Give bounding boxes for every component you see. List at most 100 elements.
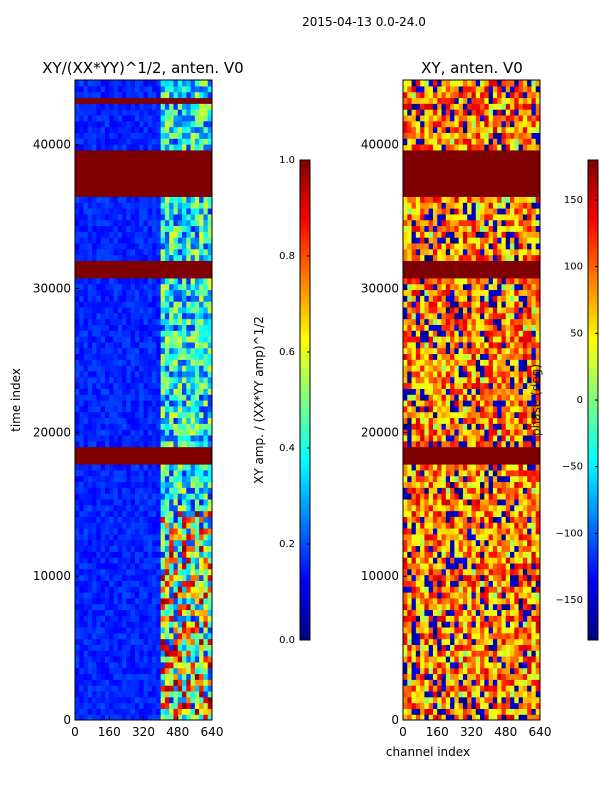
heatmap-cell	[475, 632, 481, 640]
heatmap-cell	[510, 493, 515, 500]
heatmap-cell	[100, 551, 106, 558]
heatmap-cell	[147, 388, 153, 395]
heatmap-cell	[203, 464, 209, 471]
heatmap-cell	[177, 423, 183, 430]
heatmap-cell	[134, 126, 140, 133]
heatmap-cell	[139, 365, 145, 372]
heatmap-cell	[403, 592, 408, 599]
heatmap-cell	[182, 231, 187, 238]
heatmap-cell	[199, 661, 205, 669]
heatmap-cell	[143, 219, 149, 227]
heatmap-cell	[194, 504, 200, 512]
heatmap-cell	[79, 533, 85, 541]
heatmap-cell	[156, 504, 162, 512]
heatmap-cell	[454, 481, 460, 488]
heatmap-cell	[109, 254, 115, 261]
heatmap-cell	[186, 557, 192, 564]
heatmap-cell	[113, 708, 119, 715]
heatmap-cell	[109, 609, 115, 616]
heatmap-cell	[458, 673, 464, 680]
heatmap-cell	[424, 708, 430, 715]
heatmap-cell	[411, 673, 417, 680]
heatmap-cell	[75, 528, 80, 535]
heatmap-cell	[186, 562, 192, 570]
heatmap-cell	[130, 213, 136, 221]
heatmap-cell	[104, 248, 110, 256]
heatmap-cell	[510, 411, 515, 419]
heatmap-cell	[87, 493, 93, 500]
heatmap-cell	[164, 237, 170, 244]
heatmap-cell	[109, 528, 115, 535]
heatmap-cell	[156, 301, 162, 308]
heatmap-cell	[147, 551, 153, 558]
heatmap-cell	[177, 609, 183, 616]
heatmap-cell	[199, 347, 205, 355]
heatmap-cell	[169, 661, 175, 669]
heatmap-cell	[475, 464, 481, 471]
heatmap-cell	[462, 533, 468, 541]
heatmap-cell	[134, 615, 140, 622]
heatmap-cell	[96, 574, 102, 581]
heatmap-cell	[518, 562, 524, 570]
heatmap-cell	[156, 318, 162, 325]
heatmap-cell	[130, 464, 136, 471]
heatmap-cell	[437, 528, 443, 535]
heatmap-cell	[510, 434, 515, 442]
heatmap-cell	[411, 493, 417, 500]
heatmap-cell	[454, 522, 460, 529]
heatmap-cell	[471, 533, 477, 541]
heatmap-cell	[152, 405, 157, 413]
heatmap-cell	[415, 568, 421, 576]
heatmap-cell	[117, 336, 123, 343]
heatmap-cell	[134, 516, 140, 523]
heatmap-cell	[186, 376, 192, 384]
left-x-tick-label: 0	[71, 725, 79, 739]
left-colorbar-label: XY amp. / (XX*YY amp)^1/2	[252, 316, 266, 484]
heatmap-cell	[467, 370, 473, 378]
heatmap-cell	[194, 85, 200, 93]
heatmap-cell	[411, 434, 417, 442]
heatmap-cell	[415, 528, 421, 535]
heatmap-cell	[514, 621, 520, 628]
heatmap-cell	[117, 545, 123, 552]
heatmap-cell	[134, 132, 140, 139]
heatmap-cell	[92, 533, 98, 541]
heatmap-cell	[531, 504, 537, 512]
heatmap-cell	[199, 365, 205, 372]
heatmap-cell	[100, 667, 106, 675]
heatmap-cell	[87, 522, 93, 529]
heatmap-cell	[104, 597, 110, 605]
heatmap-cell	[437, 673, 443, 680]
heatmap-cell	[130, 202, 136, 209]
heatmap-cell	[403, 644, 408, 651]
heatmap-cell	[415, 667, 421, 675]
heatmap-cell	[169, 365, 175, 372]
heatmap-cell	[432, 592, 438, 599]
heatmap-cell	[497, 696, 503, 704]
heatmap-cell	[130, 516, 136, 523]
heatmap-cell	[104, 312, 110, 320]
heatmap-cell	[450, 522, 455, 529]
heatmap-cell	[207, 324, 212, 331]
heatmap-cell	[83, 353, 89, 360]
heatmap-cell	[75, 225, 80, 232]
heatmap-cell	[514, 592, 520, 599]
heatmap-cell	[480, 615, 485, 622]
heatmap-cell	[152, 498, 157, 506]
heatmap-cell	[488, 423, 494, 430]
heatmap-cell	[87, 324, 93, 331]
heatmap-cell	[514, 557, 520, 564]
heatmap-cell	[207, 144, 212, 151]
heatmap-cell	[96, 592, 102, 599]
heatmap-cell	[156, 283, 162, 291]
heatmap-cell	[488, 498, 494, 506]
heatmap-cell	[177, 114, 183, 122]
heatmap-cell	[199, 330, 205, 337]
heatmap-cell	[100, 568, 106, 576]
heatmap-cell	[75, 592, 80, 599]
heatmap-cell	[194, 510, 200, 517]
heatmap-cell	[194, 673, 200, 680]
heatmap-cell	[173, 324, 179, 331]
heatmap-cell	[415, 557, 421, 564]
heatmap-cell	[96, 85, 102, 93]
